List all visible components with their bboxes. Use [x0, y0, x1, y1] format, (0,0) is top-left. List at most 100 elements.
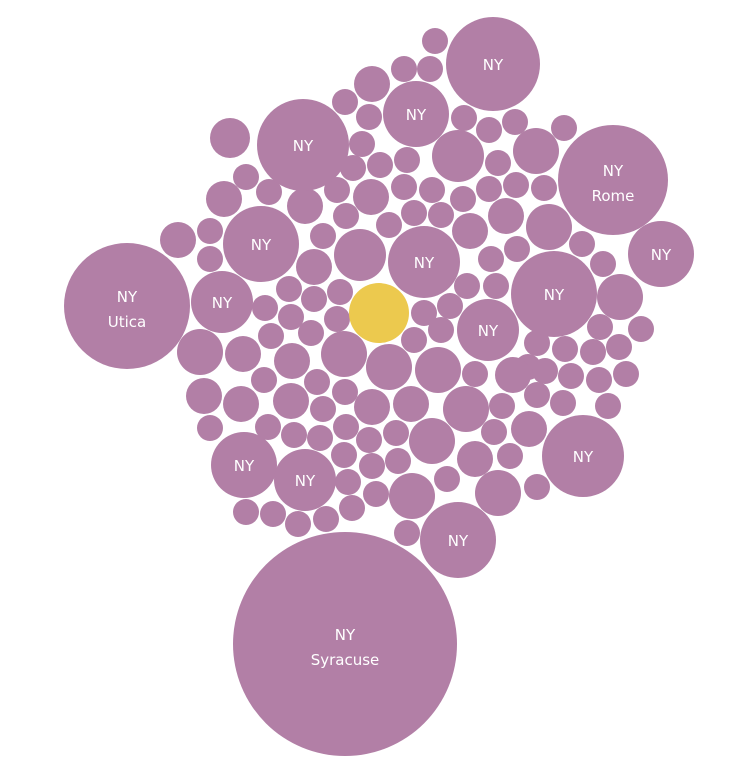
labeled-bubble: NY [257, 99, 349, 191]
bubble [502, 109, 528, 135]
bubble-label-state: NY [448, 532, 469, 550]
bubble [391, 174, 417, 200]
bubble [419, 177, 445, 203]
bubble [273, 383, 309, 419]
bubble [613, 361, 639, 387]
bubble [504, 236, 530, 262]
bubble [422, 28, 448, 54]
bubble-circle [558, 125, 668, 235]
bubble [349, 131, 375, 157]
bubble [526, 204, 572, 250]
bubble [394, 520, 420, 546]
bubble [225, 336, 261, 372]
bubble [197, 415, 223, 441]
bubble [356, 104, 382, 130]
bubble [590, 251, 616, 277]
bubble [313, 506, 339, 532]
bubble [558, 363, 584, 389]
bubble [367, 152, 393, 178]
bubble-label-state: NY [483, 56, 504, 74]
labeled-bubble: NY [420, 502, 496, 578]
bubble [197, 218, 223, 244]
bubble [513, 128, 559, 174]
bubble [339, 495, 365, 521]
bubble-label-state: NY [573, 448, 594, 466]
bubble [393, 386, 429, 422]
bubble [385, 448, 411, 474]
bubble-label-state: NY [603, 162, 624, 180]
bubble [409, 418, 455, 464]
labeled-bubble: NY [388, 226, 460, 298]
bubble [260, 501, 286, 527]
bubble-circle [211, 432, 277, 498]
bubble [258, 323, 284, 349]
bubble-circle [383, 81, 449, 147]
bubble [356, 427, 382, 453]
bubble-label-city: Utica [108, 313, 146, 331]
bubble [160, 222, 196, 258]
bubble [223, 386, 259, 422]
bubble [628, 316, 654, 342]
bubble [281, 422, 307, 448]
bubble [485, 150, 511, 176]
bubble [481, 419, 507, 445]
bubble [595, 393, 621, 419]
bubble [310, 396, 336, 422]
bubble [428, 317, 454, 343]
bubble [256, 179, 282, 205]
bubble [274, 343, 310, 379]
bubble [417, 56, 443, 82]
bubble-circle [420, 502, 496, 578]
bubble [252, 295, 278, 321]
bubble [606, 334, 632, 360]
bubble [497, 443, 523, 469]
bubble [366, 344, 412, 390]
bubble-circle [223, 206, 299, 282]
bubble [324, 306, 350, 332]
bubble [489, 393, 515, 419]
labeled-bubble: NY Utica [64, 243, 190, 369]
bubble [327, 279, 353, 305]
bubble [580, 339, 606, 365]
labeled-bubble: NY [223, 206, 299, 282]
bubble-circle [257, 99, 349, 191]
bubble [532, 358, 558, 384]
bubble [298, 320, 324, 346]
bubble-label-state: NY [335, 626, 356, 644]
bubble [483, 273, 509, 299]
bubble [462, 361, 488, 387]
unlabeled-bubbles [160, 28, 654, 546]
bubble [332, 89, 358, 115]
bubble [233, 164, 259, 190]
bubble [389, 473, 435, 519]
labeled-bubble: NY [274, 449, 336, 511]
bubble [434, 466, 460, 492]
bubble [550, 390, 576, 416]
bubble [383, 420, 409, 446]
bubble [450, 186, 476, 212]
bubble-label-state: NY [212, 294, 233, 312]
bubble [552, 336, 578, 362]
bubble [443, 386, 489, 432]
bubble [324, 177, 350, 203]
bubble [331, 442, 357, 468]
bubble [177, 329, 223, 375]
bubble-circle [233, 532, 457, 756]
bubble [276, 276, 302, 302]
labeled-bubble: NY Syracuse [233, 532, 457, 756]
bubble [411, 300, 437, 326]
bubble [394, 147, 420, 173]
bubble-label-state: NY [414, 254, 435, 272]
bubble [478, 246, 504, 272]
bubble [206, 181, 242, 217]
bubble-circle [511, 251, 597, 337]
bubble [432, 130, 484, 182]
bubble-label-state: NY [651, 246, 672, 264]
bubble [511, 411, 547, 447]
bubble-circle [388, 226, 460, 298]
bubble [531, 175, 557, 201]
bubble [451, 105, 477, 131]
bubble [415, 347, 461, 393]
bubble [495, 357, 531, 393]
